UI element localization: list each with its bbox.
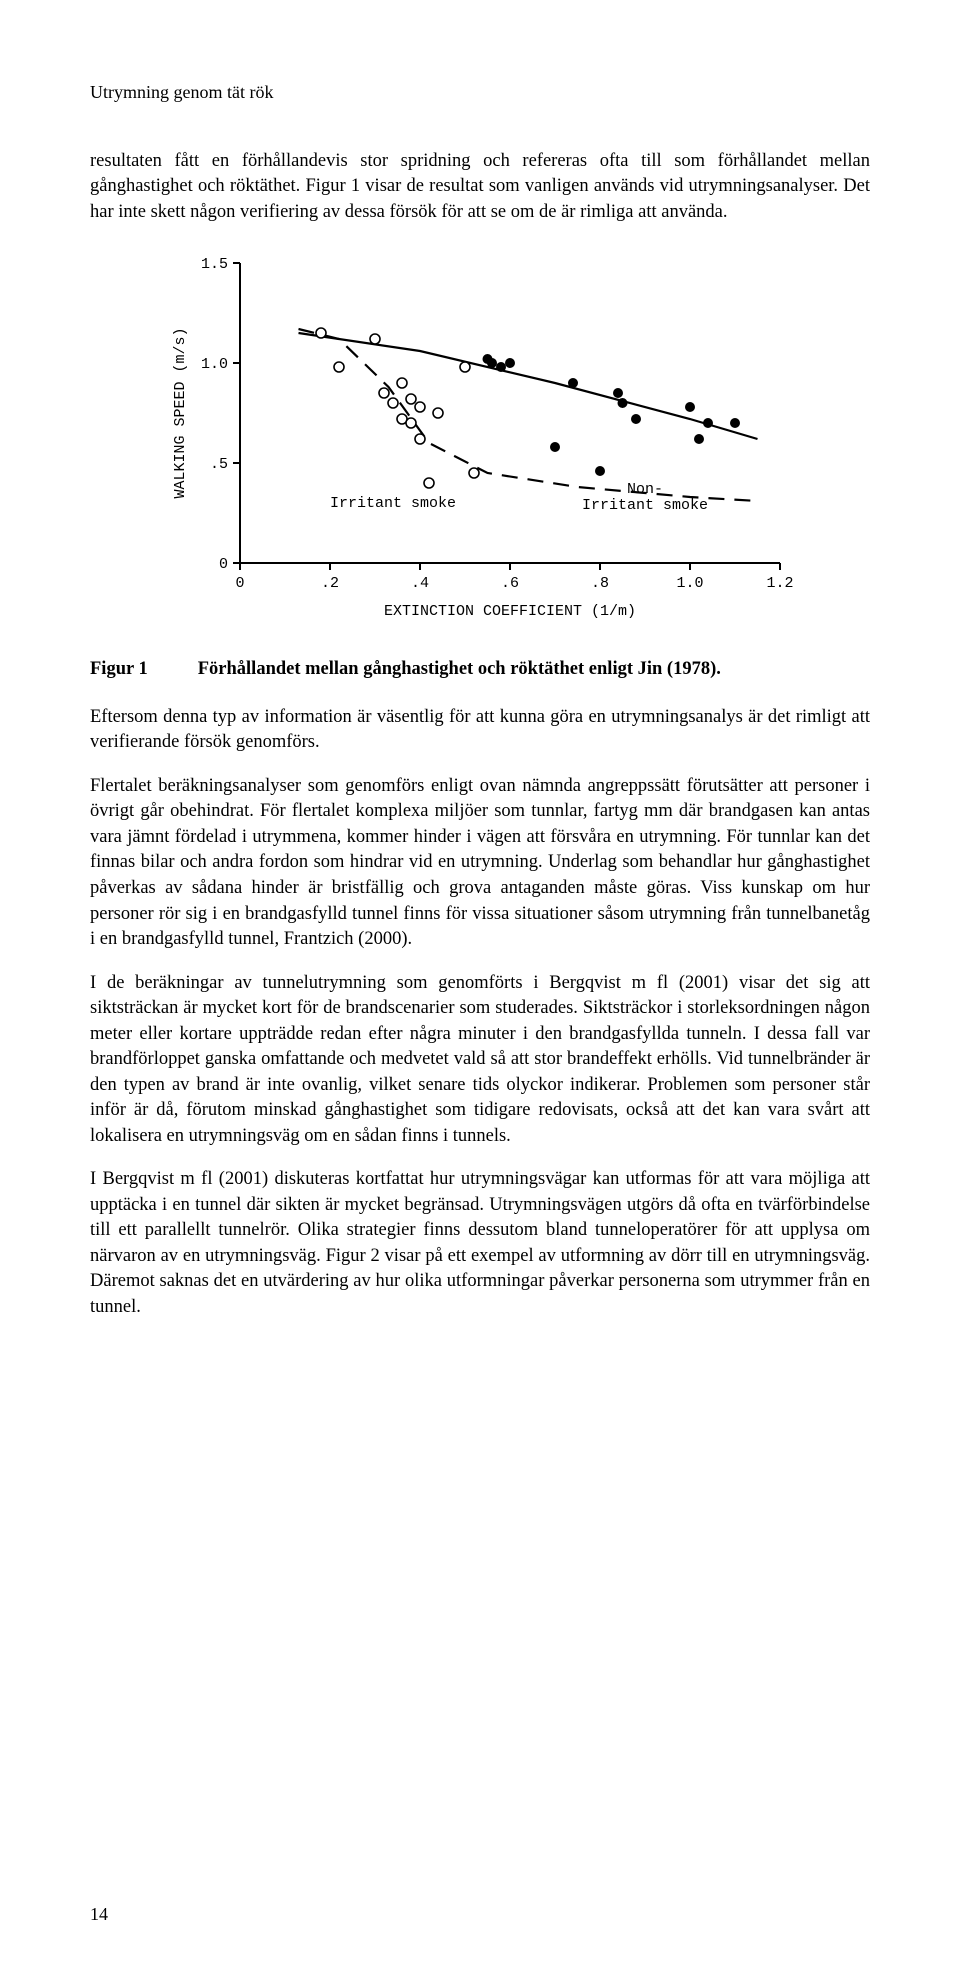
paragraph-2: Eftersom denna typ av information är väs…: [90, 705, 870, 756]
svg-text:EXTINCTION COEFFICIENT (1/m): EXTINCTION COEFFICIENT (1/m): [384, 603, 636, 620]
svg-text:Irritant smoke: Irritant smoke: [330, 495, 456, 512]
svg-text:0: 0: [235, 575, 244, 592]
svg-text:.6: .6: [501, 575, 519, 592]
figure-1-label: Figur 1: [90, 657, 148, 683]
svg-text:Irritant smoke: Irritant smoke: [582, 497, 708, 514]
svg-text:Non-: Non-: [627, 481, 663, 498]
figure-1: 0 .2 .4 .6 .8 1.0 1.2 0 .5 1.0 1.5 EXTINCTION COEFF…: [90, 243, 870, 623]
figure-1-caption: Figur 1 Förhållandet mellan gånghastighe…: [90, 657, 870, 683]
paragraph-4: I de beräkningar av tunnelutrymning som …: [90, 971, 870, 1150]
svg-text:1.2: 1.2: [766, 575, 793, 592]
svg-text:0: 0: [219, 556, 228, 573]
paragraph-5: I Bergqvist m fl (2001) diskuteras kortf…: [90, 1167, 870, 1320]
page-number: 14: [90, 1902, 108, 1927]
svg-text:.8: .8: [591, 575, 609, 592]
svg-text:.2: .2: [321, 575, 339, 592]
running-head: Utrymning genom tät rök: [90, 80, 870, 105]
paragraph-3: Flertalet beräkningsanalyser som genomfö…: [90, 774, 870, 953]
svg-text:1.0: 1.0: [201, 356, 228, 373]
figure-1-chart: 0 .2 .4 .6 .8 1.0 1.2 0 .5 1.0 1.5 EXTINCTION COEFF…: [160, 243, 800, 623]
svg-text:1.5: 1.5: [201, 256, 228, 273]
svg-text:WALKING SPEED (m/s): WALKING SPEED (m/s): [172, 328, 189, 499]
figure-1-caption-text: Förhållandet mellan gånghastighet och rö…: [198, 657, 721, 683]
svg-text:.4: .4: [411, 575, 429, 592]
svg-text:1.0: 1.0: [676, 575, 703, 592]
svg-text:.5: .5: [210, 456, 228, 473]
paragraph-intro: resultaten fått en förhållandevis stor s…: [90, 149, 870, 226]
